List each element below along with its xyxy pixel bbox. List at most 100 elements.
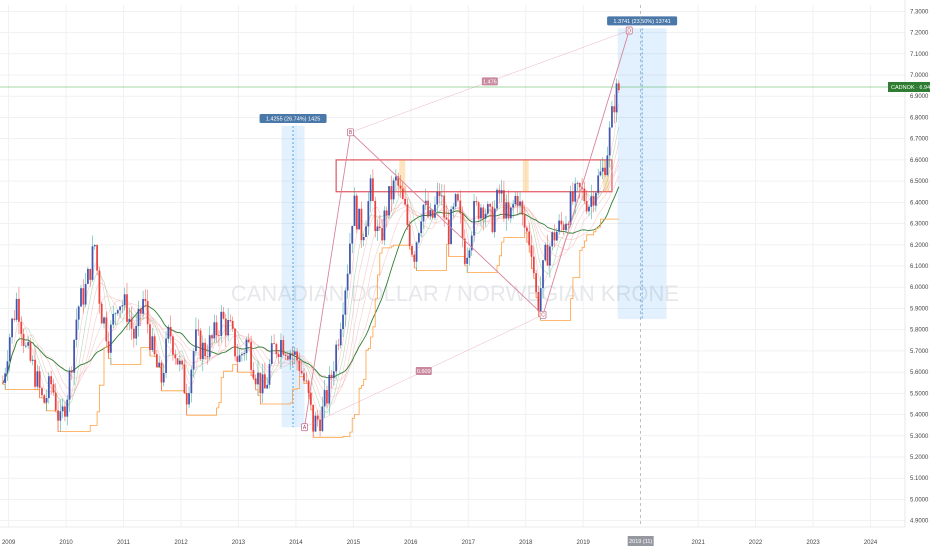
candle-body: [342, 314, 344, 330]
candle-body: [555, 231, 558, 241]
candle-body: [18, 298, 20, 322]
candle-body: [43, 395, 46, 403]
measure-tools[interactable]: 1.4255 (26.74%) 1425 1.3741 (23.50%) 1374…: [259, 16, 678, 428]
candle-body: [250, 341, 253, 370]
candle-body: [385, 210, 388, 216]
candle-body: [427, 200, 429, 217]
price-tick-label: 6.7000: [910, 137, 929, 143]
last-price-tag-bg: [888, 81, 930, 92]
candle-body: [567, 223, 570, 225]
candle-body: [351, 225, 354, 244]
candle-body: [20, 321, 23, 334]
candle-body: [144, 299, 147, 301]
candle-body: [266, 384, 269, 389]
candle-body: [199, 330, 202, 359]
candle-body: [408, 225, 411, 247]
candle-body: [372, 178, 374, 201]
candle-body: [576, 182, 579, 184]
candle-body: [41, 388, 43, 396]
point-label-box: [625, 26, 633, 35]
candle-body: [185, 393, 188, 405]
ratio-label-bg: [481, 77, 498, 86]
candle-body: [519, 201, 521, 206]
candle-body: [326, 390, 328, 404]
price-tick-label: 5.6000: [910, 370, 929, 376]
candle-body: [22, 333, 25, 346]
candle-body: [594, 192, 597, 206]
candle-body: [452, 206, 455, 210]
ma-ribbon-line: [2, 175, 620, 384]
resistance-box[interactable]: [335, 159, 613, 193]
candle-body: [457, 194, 459, 201]
candle-body: [332, 371, 335, 379]
candle-body: [293, 351, 296, 355]
measure-label-bg: [259, 113, 327, 123]
candle-body: [438, 191, 441, 197]
candle-body: [319, 419, 321, 432]
candle-body: [381, 228, 384, 241]
candle-body: [31, 359, 34, 361]
candle-body: [75, 319, 78, 340]
point-label: A: [303, 425, 307, 431]
price-tick-label: 5.5000: [910, 391, 929, 397]
candle-body: [303, 373, 305, 381]
price-tick-label: 5.4000: [910, 413, 929, 419]
candle-body: [105, 317, 108, 342]
measure-range: [281, 125, 305, 428]
candle-body: [482, 207, 485, 219]
candle-body: [261, 374, 264, 394]
candle-body: [397, 176, 400, 186]
candle-body: [11, 318, 13, 338]
candle-body: [286, 355, 289, 360]
price-tick-label: 5.1000: [910, 476, 929, 482]
price-tick-label: 7.2000: [910, 31, 929, 37]
candle-body: [153, 336, 156, 355]
candle-body: [390, 186, 393, 200]
candle-body: [413, 254, 416, 262]
candle-body: [316, 415, 319, 420]
candle-body: [395, 176, 397, 181]
candle-body: [431, 209, 434, 218]
candle-body: [96, 244, 99, 271]
ma-ribbon-line: [2, 164, 620, 392]
candle-body: [360, 208, 363, 241]
candle-body: [491, 206, 494, 233]
candle-body: [583, 188, 586, 202]
price-tick-label: 6.1000: [910, 264, 929, 270]
candle-body: [468, 250, 471, 258]
candle-body: [1, 382, 4, 384]
candle-body: [535, 273, 538, 293]
grid: [0, 5, 905, 527]
time-axis[interactable]: 2009 2010 2011 2012 2013 2014 2015 2016 2017 2018…: [0, 5, 932, 550]
ratio-label: 1.476: [483, 79, 497, 85]
candle-body: [480, 207, 482, 219]
candle-body: [544, 244, 547, 261]
candle-body: [440, 195, 443, 197]
candle-body: [509, 207, 512, 219]
candle-body: [54, 392, 57, 411]
ratio-label-bg: [415, 367, 432, 376]
price-tick-label: 6.3000: [910, 222, 929, 228]
candle-body: [188, 393, 190, 405]
candle-body: [291, 353, 294, 355]
candle-body: [365, 226, 367, 237]
highlight-zone: [522, 159, 529, 192]
candle-body: [100, 303, 103, 324]
time-tick-label: 2023: [806, 540, 820, 546]
candle-body: [571, 191, 574, 202]
candle-body: [59, 411, 62, 421]
candle-body: [70, 370, 73, 373]
candle-body: [401, 188, 404, 199]
fib-drawing[interactable]: A B C D 1.476 0.609: [301, 26, 633, 432]
candle-body: [236, 356, 239, 362]
candle-body: [114, 313, 117, 315]
candle-body: [15, 298, 18, 320]
candle-body: [588, 206, 590, 212]
candle-body: [213, 322, 216, 339]
candle-body: [367, 201, 370, 227]
candle-body: [218, 335, 220, 337]
candle-body: [314, 415, 317, 432]
candles[interactable]: [1, 78, 620, 438]
candle-body: [204, 342, 207, 357]
